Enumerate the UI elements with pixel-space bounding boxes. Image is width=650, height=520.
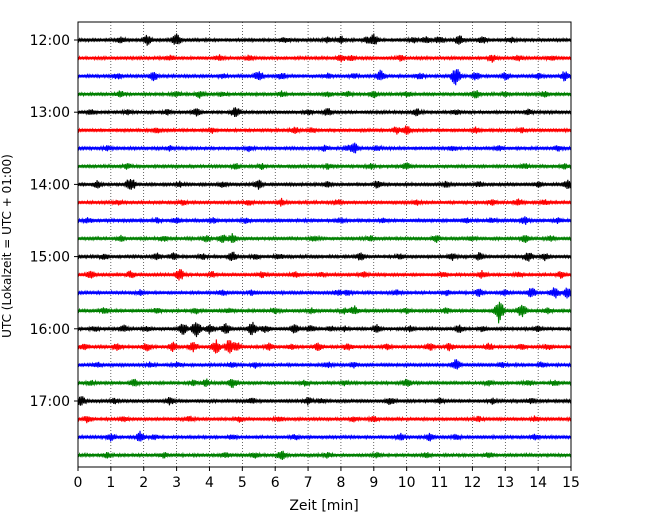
x-tick-label: 4 bbox=[205, 475, 214, 491]
y-tick-label: 16:00 bbox=[30, 322, 70, 338]
y-tick-label: 15:00 bbox=[30, 250, 70, 266]
plot-frame bbox=[77, 21, 572, 468]
y-tick-label: 17:00 bbox=[30, 394, 70, 410]
y-tick-label: 12:00 bbox=[30, 33, 70, 49]
x-axis-label: Zeit [min] bbox=[289, 498, 358, 514]
x-tick-label: 2 bbox=[139, 475, 148, 491]
x-tick-label: 13 bbox=[496, 475, 514, 491]
x-tick-label: 3 bbox=[172, 475, 181, 491]
x-tick-label: 7 bbox=[304, 475, 313, 491]
grid-lines bbox=[110, 22, 539, 467]
x-axis: 0 1 2 3 4 5 6 7 8 9 10 11 12 13 14 15 bbox=[74, 467, 580, 491]
y-axis: 12:00 13:00 14:00 15:00 16:00 17:00 bbox=[30, 33, 78, 410]
x-tick-label: 11 bbox=[431, 475, 449, 491]
trace-group bbox=[77, 33, 572, 461]
x-tick-label: 10 bbox=[398, 475, 416, 491]
x-tick-label: 5 bbox=[238, 475, 247, 491]
y-tick-label: 13:00 bbox=[30, 105, 70, 121]
y-axis-label: UTC (Lokalzeit = UTC + 01:00) bbox=[0, 154, 14, 338]
x-tick-label: 15 bbox=[562, 475, 580, 491]
x-tick-label: 1 bbox=[106, 475, 115, 491]
x-tick-label: 6 bbox=[271, 475, 280, 491]
x-tick-label: 14 bbox=[529, 475, 547, 491]
y-tick-label: 14:00 bbox=[30, 177, 70, 193]
x-tick-label: 12 bbox=[463, 475, 481, 491]
x-tick-label: 8 bbox=[336, 475, 345, 491]
x-tick-label: 0 bbox=[74, 475, 83, 491]
x-tick-label: 9 bbox=[369, 475, 378, 491]
